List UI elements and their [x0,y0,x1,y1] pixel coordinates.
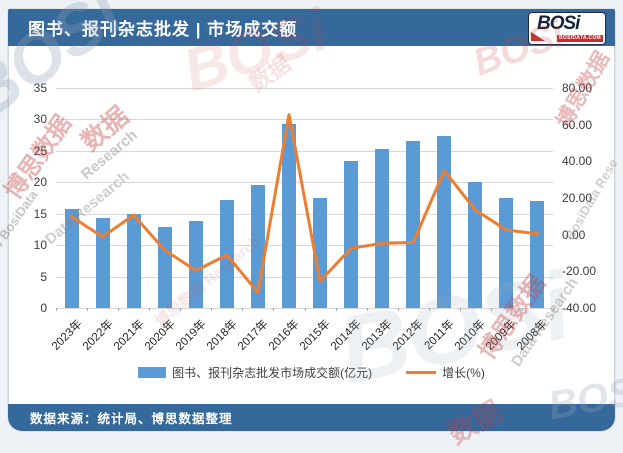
x-axis-tick [553,308,554,311]
legend-item-bar: 图书、报刊杂志批发市场成交额(亿元) [138,364,372,381]
report-panel: 图书、报刊杂志批发 | 市场成交额 BOSi BOSIDATA.COM 0 5 10… [8,9,615,431]
gridline [56,119,553,121]
growth-line-chart [70,113,539,294]
bosi-logo: BOSi BOSIDATA.COM [528,12,606,45]
y-axis-tick-left: 15 [33,206,47,221]
x-axis-tick [118,308,120,311]
gridline [56,245,553,247]
header-bar: 图书、报刊杂志批发 | 市场成交额 BOSi BOSIDATA.COM [8,9,615,46]
y-axis-tick-left: 10 [33,238,47,253]
legend-line-swatch [406,371,437,374]
bar-2023年 [64,209,79,308]
y-axis-tick-left: 35 [33,81,47,95]
bar-2021年 [126,214,141,308]
bar-2014年 [344,160,359,308]
x-axis-tick [490,308,492,311]
logo-domain-text: BOSIDATA.COM [556,35,603,42]
y-axis-tick-right: 20.00 [562,191,593,205]
legend-bar-label: 图书、报刊杂志批发市场成交额(亿元) [172,366,373,380]
x-axis-tick [211,308,213,311]
page-title: 图书、报刊杂志批发 | 市场成交额 [28,20,298,39]
x-axis-tick [273,308,275,311]
y-axis-tick-left: 25 [33,143,47,158]
y-axis-tick-left: 20 [33,175,47,190]
x-axis-tick [56,308,57,311]
bar-2019年 [188,220,203,308]
bar-2016年 [281,124,296,308]
footer-bar: 数据来源：统计局、博思数据整理 [8,404,615,431]
y-axis-tick-right: 60.00 [562,117,593,132]
y-axis-tick-left: 5 [40,269,47,284]
logo-wordmark: BOSi [537,13,580,34]
legend-item-line: 增长(%) [406,364,485,381]
bar-2009年 [499,198,514,308]
logo-triangle-icon [531,32,545,41]
legend-bar-swatch [138,367,167,378]
x-axis-tick [428,308,430,311]
legend: 图书、报刊杂志批发市场成交额(亿元) 增长(%) [9,364,614,381]
x-axis-tick [304,308,306,311]
x-axis-tick [242,308,244,311]
x-axis-tick [87,308,89,311]
y-axis-tick-right: -40.00 [562,301,597,315]
bar-2008年 [530,200,545,308]
chart-area: 0 5 10 15 20 25 30 35 80.00 60.00 40.00 20.00 0.00 -2… [8,46,615,404]
gridline [56,88,553,89]
bar-2013年 [375,148,390,308]
y-axis-tick-right: 80.00 [562,81,593,95]
gridline [56,276,553,278]
y-axis-tick-left: 0 [40,301,47,315]
gridline [56,182,553,184]
y-axis-tick-right: 40.00 [562,154,593,169]
gridline [56,213,553,215]
y-axis-tick-right: -20.00 [562,264,597,279]
y-axis-tick-left: 30 [33,112,47,127]
bar-2022年 [95,218,110,308]
x-axis-tick [149,308,151,311]
x-axis-tick [397,308,399,311]
legend-line-label: 增长(%) [442,366,485,380]
x-axis-tick [366,308,368,311]
y-axis-tick-right: 0.00 [562,227,586,242]
x-axis-tick [180,308,182,311]
x-axis-tick [521,308,523,311]
gridline [56,150,553,152]
data-source-text: 数据来源：统计局、博思数据整理 [30,412,233,426]
x-axis-tick [335,308,337,311]
bar-2012年 [406,141,421,308]
bar-2015年 [313,198,328,308]
x-axis-tick [459,308,461,311]
